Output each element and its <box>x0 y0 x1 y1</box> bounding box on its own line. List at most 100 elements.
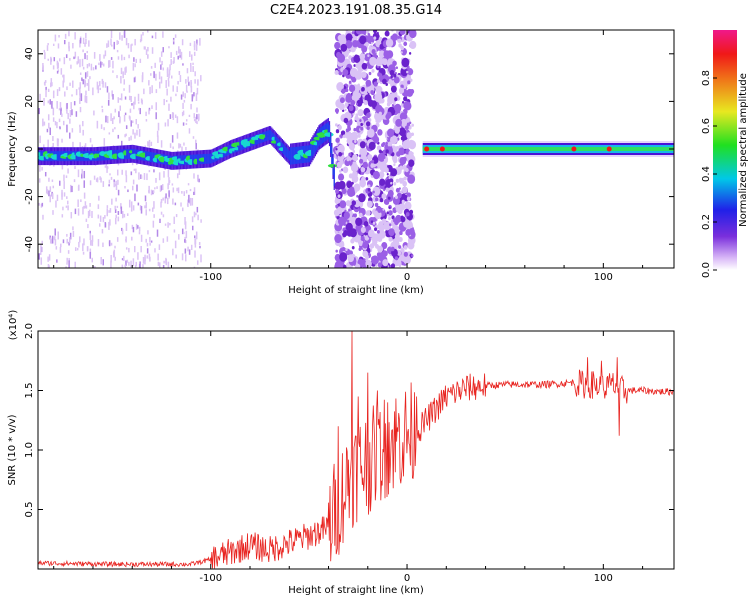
speckle <box>147 46 149 52</box>
speckle <box>82 121 84 127</box>
speckle <box>57 69 60 72</box>
speckle <box>189 42 192 46</box>
speckle <box>139 108 141 115</box>
speckle <box>139 39 142 43</box>
speckle <box>97 214 100 219</box>
speckle <box>132 179 135 185</box>
speckle <box>128 84 131 93</box>
speckle <box>92 67 95 71</box>
y-tick-label: 0.5 <box>24 502 35 518</box>
ridge-core <box>208 153 210 164</box>
noise-blob <box>367 54 370 58</box>
speckle <box>39 252 42 255</box>
speckle <box>182 63 184 66</box>
speckle <box>52 43 55 46</box>
speckle <box>85 218 88 222</box>
speckle <box>113 41 116 50</box>
ridge-blob <box>271 136 276 141</box>
noise-blob <box>397 38 402 44</box>
speckle <box>120 203 122 209</box>
speckle <box>162 214 165 218</box>
speckle <box>110 44 113 47</box>
noise-blob <box>352 150 356 154</box>
speckle <box>78 241 80 248</box>
speckle <box>183 142 185 146</box>
noise-blob <box>343 117 349 124</box>
speckle <box>196 39 198 46</box>
speckle <box>137 101 140 104</box>
speckle <box>190 85 193 93</box>
noise-blob <box>360 235 365 242</box>
noise-blob <box>334 108 340 114</box>
noise-blob <box>336 51 342 58</box>
noise-blob <box>349 84 356 93</box>
speckle <box>59 102 62 109</box>
noise-blob <box>373 36 377 40</box>
speckle <box>172 187 175 193</box>
speckle <box>56 101 58 109</box>
speckle <box>58 87 61 92</box>
noise-blob <box>367 184 371 188</box>
speckle <box>177 81 179 85</box>
y-tick-label: 1.0 <box>24 442 35 458</box>
speckle <box>83 170 86 179</box>
noise-blob <box>394 195 398 200</box>
ridge-core <box>266 130 268 141</box>
noise-blob <box>377 57 384 66</box>
noise-blob <box>400 216 406 223</box>
speckle <box>63 192 66 197</box>
speckle <box>68 237 71 244</box>
noise-blob <box>365 259 372 268</box>
speckle <box>110 113 112 122</box>
noise-blob <box>390 181 393 185</box>
speckle <box>48 122 50 129</box>
speckle <box>104 82 107 88</box>
speckle <box>172 146 174 150</box>
noise-blob <box>408 154 413 160</box>
noise-blob <box>342 166 349 174</box>
speckle <box>125 133 127 137</box>
noise-blob <box>344 108 347 112</box>
noise-blob <box>345 88 349 93</box>
ridge-core <box>152 152 154 163</box>
speckle <box>160 185 163 191</box>
speckle <box>130 44 132 52</box>
speckle <box>176 86 178 93</box>
speckle <box>134 96 136 105</box>
speckle <box>84 42 86 47</box>
speckle <box>102 242 104 248</box>
speckle <box>175 254 177 259</box>
ridge-core <box>265 131 267 142</box>
speckle <box>193 51 196 56</box>
speckle <box>107 40 110 48</box>
speckle <box>131 103 133 106</box>
speckle <box>106 86 109 93</box>
speckle <box>38 178 41 183</box>
noise-blob <box>371 68 375 73</box>
speckle <box>93 52 96 59</box>
noise-blob <box>371 255 379 265</box>
speckle <box>115 183 118 191</box>
speckle <box>119 119 121 124</box>
speckle <box>79 82 82 89</box>
noise-blob <box>400 51 403 54</box>
speckle <box>185 119 188 122</box>
speckle <box>191 54 193 61</box>
noise-blob <box>351 200 357 206</box>
noise-blob <box>388 210 393 216</box>
speckle <box>52 90 55 93</box>
speckle <box>79 236 81 243</box>
speckle <box>175 50 178 55</box>
noise-blob <box>386 173 389 176</box>
speckle <box>178 46 180 54</box>
speckle <box>68 31 70 37</box>
speckle <box>142 32 144 36</box>
noise-blob <box>372 30 378 34</box>
speckle <box>85 38 87 45</box>
spectrogram-x-ticks: -100 0 100 <box>53 30 644 283</box>
speckle <box>138 172 140 180</box>
speckle <box>51 235 54 244</box>
speckle <box>124 134 126 138</box>
speckle <box>84 53 86 60</box>
speckle <box>73 101 76 106</box>
